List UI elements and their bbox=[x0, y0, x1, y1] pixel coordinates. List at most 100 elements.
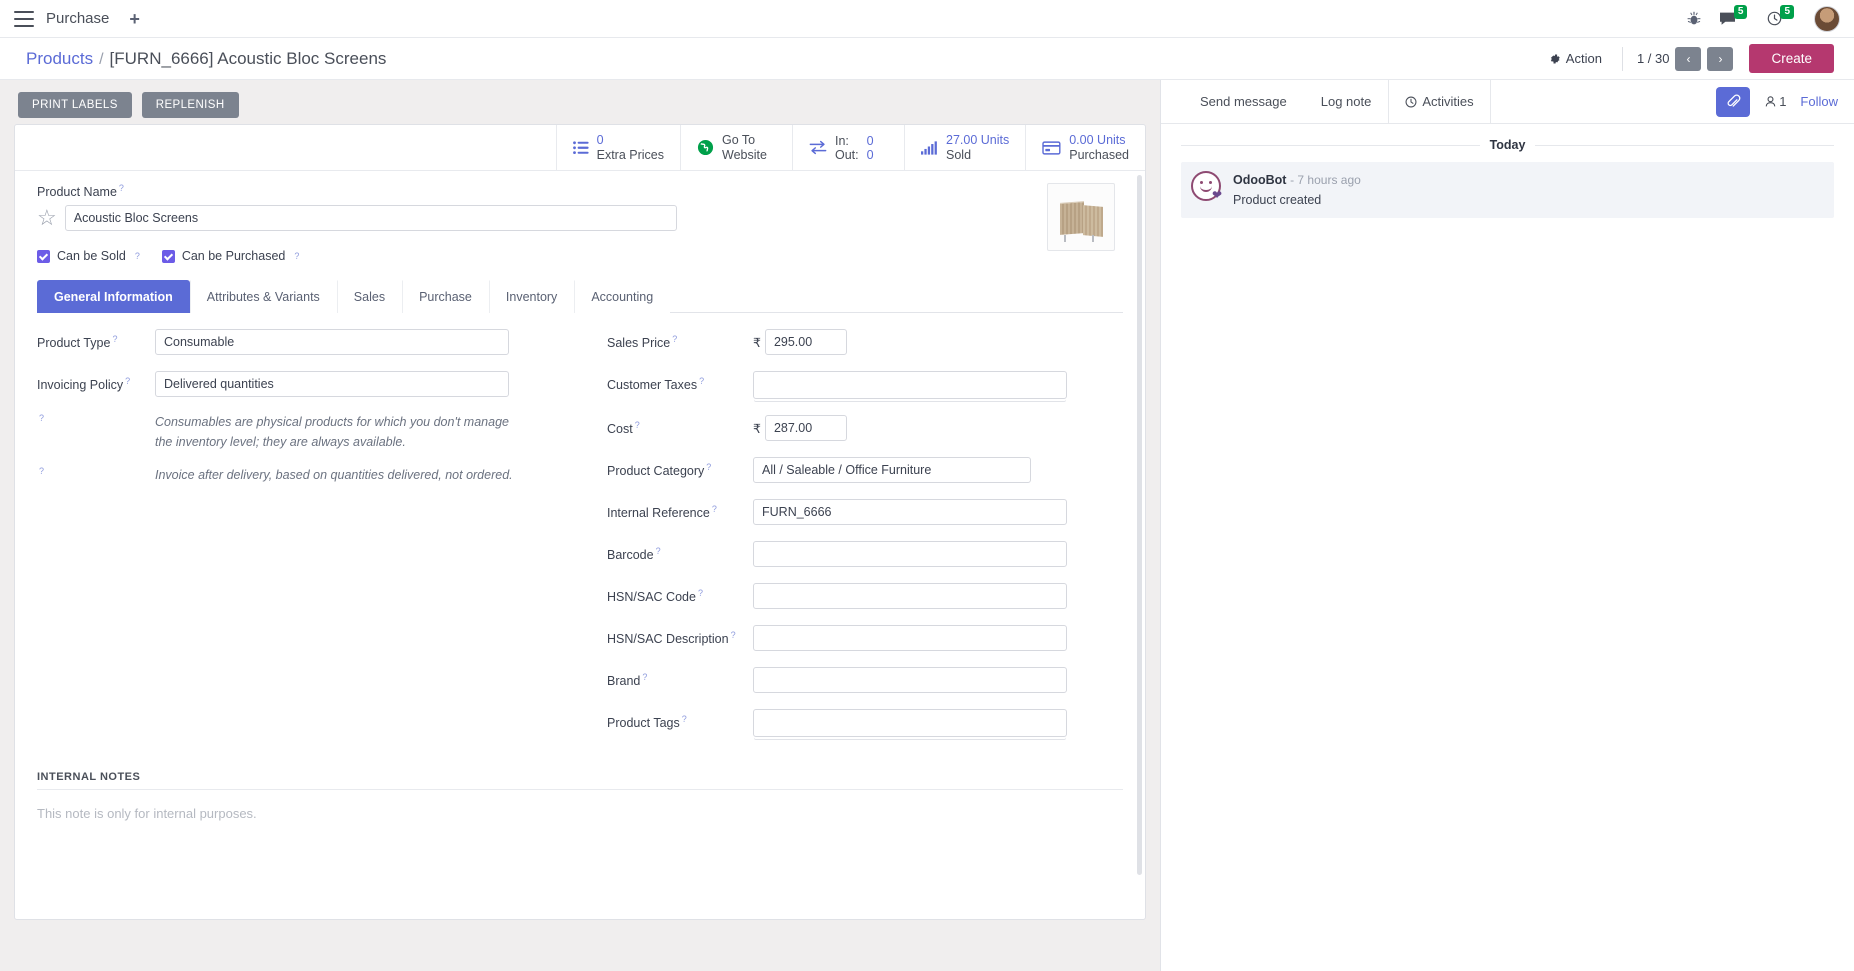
help-icon[interactable]: ? bbox=[39, 413, 45, 424]
activities-icon[interactable]: 5 bbox=[1767, 4, 1796, 26]
help-icon[interactable]: ? bbox=[112, 334, 118, 345]
product-category-input[interactable] bbox=[753, 457, 1031, 484]
new-tab-button[interactable]: + bbox=[129, 8, 140, 29]
help-icon[interactable]: ? bbox=[125, 376, 131, 387]
print-labels-button[interactable]: PRINT LABELS bbox=[18, 92, 132, 118]
help-icon[interactable]: ? bbox=[699, 376, 705, 387]
hsn-code-label-wrap: HSN/SAC Code? bbox=[607, 583, 753, 604]
help-icon[interactable]: ? bbox=[294, 251, 300, 262]
tab-attributes-variants[interactable]: Attributes & Variants bbox=[189, 280, 337, 314]
can-be-purchased-label: Can be Purchased bbox=[181, 249, 286, 264]
internal-reference-input[interactable] bbox=[753, 499, 1067, 526]
day-separator-line-right bbox=[1535, 144, 1835, 146]
tab-inventory[interactable]: Inventory bbox=[488, 280, 575, 314]
form-column: PRINT LABELS REPLENISH 0 Extra bbox=[0, 80, 1160, 971]
product-name-label-wrap: Product Name? bbox=[37, 183, 1047, 199]
help-product-type-row: ? Consumables are physical products for … bbox=[37, 413, 597, 452]
sales-price-input[interactable] bbox=[764, 329, 847, 356]
stat-button-in-out[interactable]: In: 0 Out: 0 bbox=[792, 125, 904, 170]
favorite-star-icon[interactable]: ☆ bbox=[37, 205, 57, 231]
odoobot-avatar: ❤ bbox=[1191, 171, 1222, 201]
barcode-input[interactable] bbox=[753, 541, 1067, 568]
out-value: 0 bbox=[866, 147, 874, 162]
help-icon[interactable]: ? bbox=[672, 334, 678, 345]
app-title[interactable]: Purchase bbox=[46, 10, 110, 27]
help-icon[interactable]: ? bbox=[118, 183, 124, 193]
product-image-leg-right bbox=[1092, 235, 1094, 242]
stat-button-text: 27.00 Units Sold bbox=[946, 133, 1009, 162]
stat-button-extra-prices[interactable]: 0 Extra Prices bbox=[555, 125, 680, 170]
message-header: OdooBot - 7 hours ago bbox=[1233, 171, 1361, 190]
help-icon[interactable]: ? bbox=[655, 546, 661, 557]
can-be-sold-checkbox[interactable] bbox=[37, 249, 50, 263]
product-name-input[interactable] bbox=[64, 205, 677, 232]
hamburger-icon[interactable] bbox=[14, 10, 34, 27]
help-product-type-text: Consumables are physical products for wh… bbox=[155, 415, 509, 449]
title-row: Product Name? ☆ Can be Sold? bbox=[37, 183, 1123, 263]
can-be-purchased-checkbox[interactable] bbox=[161, 249, 175, 263]
help-icon[interactable]: ? bbox=[642, 672, 648, 683]
internal-notes-editor[interactable]: This note is only for internal purposes. bbox=[37, 806, 257, 822]
stat-button-sold[interactable]: 27.00 Units Sold bbox=[904, 125, 1025, 170]
cost-input[interactable] bbox=[764, 415, 847, 442]
product-image[interactable] bbox=[1047, 183, 1115, 251]
hsn-description-label: HSN/SAC Description bbox=[607, 632, 729, 647]
stat-button-purchased[interactable]: 0.00 Units Purchased bbox=[1025, 125, 1145, 170]
brand-input[interactable] bbox=[753, 667, 1067, 694]
followers-button[interactable]: 1 bbox=[1764, 94, 1786, 109]
action-menu-button[interactable]: Action bbox=[1537, 47, 1614, 70]
product-flags-row: Can be Sold? Can be Purchased? bbox=[37, 249, 1047, 263]
message-body: OdooBot - 7 hours ago Product created bbox=[1233, 171, 1361, 209]
send-message-button[interactable]: Send message bbox=[1200, 94, 1287, 109]
avatar[interactable] bbox=[1814, 5, 1840, 32]
barcode-label: Barcode bbox=[607, 548, 654, 563]
help-icon[interactable]: ? bbox=[697, 588, 703, 599]
help-icon[interactable]: ? bbox=[681, 714, 687, 725]
pager-previous-button[interactable]: ‹ bbox=[1675, 46, 1702, 71]
stat-button-go-to-website[interactable]: Go To Website bbox=[680, 125, 792, 170]
globe-icon bbox=[697, 139, 714, 156]
product-tags-input[interactable] bbox=[753, 709, 1067, 738]
paperclip-icon[interactable] bbox=[1716, 86, 1751, 117]
tab-accounting[interactable]: Accounting bbox=[574, 280, 671, 314]
action-label: Action bbox=[1565, 51, 1602, 66]
sheet-scrollbar[interactable] bbox=[1137, 175, 1142, 875]
pager-next-button[interactable]: › bbox=[1707, 46, 1734, 71]
cost-money-row: ₹ bbox=[753, 415, 847, 442]
can-be-purchased-field: Can be Purchased? bbox=[161, 249, 300, 264]
message-author[interactable]: OdooBot bbox=[1233, 173, 1287, 187]
breadcrumb-products-link[interactable]: Products bbox=[26, 48, 94, 68]
invoicing-policy-input[interactable] bbox=[155, 371, 509, 398]
help-icon[interactable]: ? bbox=[711, 504, 717, 515]
help-icon[interactable]: ? bbox=[730, 630, 736, 641]
create-button[interactable]: Create bbox=[1749, 44, 1834, 73]
page-title: [FURN_6666] Acoustic Bloc Screens bbox=[109, 48, 387, 68]
field-internal-reference: Internal Reference? bbox=[607, 499, 1123, 526]
help-icon[interactable]: ? bbox=[634, 420, 640, 431]
customer-taxes-input[interactable] bbox=[753, 371, 1067, 400]
main-body: PRINT LABELS REPLENISH 0 Extra bbox=[0, 80, 1854, 971]
activities-button[interactable]: Activities bbox=[1388, 80, 1491, 123]
help-icon[interactable]: ? bbox=[39, 465, 45, 476]
follow-button[interactable]: Follow bbox=[1800, 94, 1838, 109]
field-hsn-code: HSN/SAC Code? bbox=[607, 583, 1123, 610]
replenish-button[interactable]: REPLENISH bbox=[141, 92, 239, 118]
day-separator-label: Today bbox=[1489, 138, 1526, 152]
hsn-description-input[interactable] bbox=[753, 625, 1067, 652]
help-invoicing-policy-label: ? bbox=[37, 466, 155, 482]
tab-sales[interactable]: Sales bbox=[336, 280, 403, 314]
help-product-type-label: ? bbox=[37, 413, 155, 429]
general-information-panel: Product Type? Invoicing Policy? ? bbox=[37, 313, 1123, 753]
tab-general-information[interactable]: General Information bbox=[37, 280, 190, 314]
log-note-button[interactable]: Log note bbox=[1320, 94, 1372, 109]
tab-purchase[interactable]: Purchase bbox=[402, 280, 489, 314]
hsn-code-input[interactable] bbox=[753, 583, 1067, 610]
help-icon[interactable]: ? bbox=[134, 251, 140, 262]
navbar-right-icons: 5 5 bbox=[1687, 4, 1840, 32]
hsn-description-label-wrap: HSN/SAC Description? bbox=[607, 625, 753, 646]
messages-icon[interactable]: 5 bbox=[1719, 4, 1750, 26]
bug-icon[interactable] bbox=[1687, 11, 1701, 26]
product-type-input[interactable] bbox=[155, 329, 509, 356]
help-icon[interactable]: ? bbox=[706, 462, 712, 473]
extra-prices-value: 0 bbox=[596, 133, 604, 148]
